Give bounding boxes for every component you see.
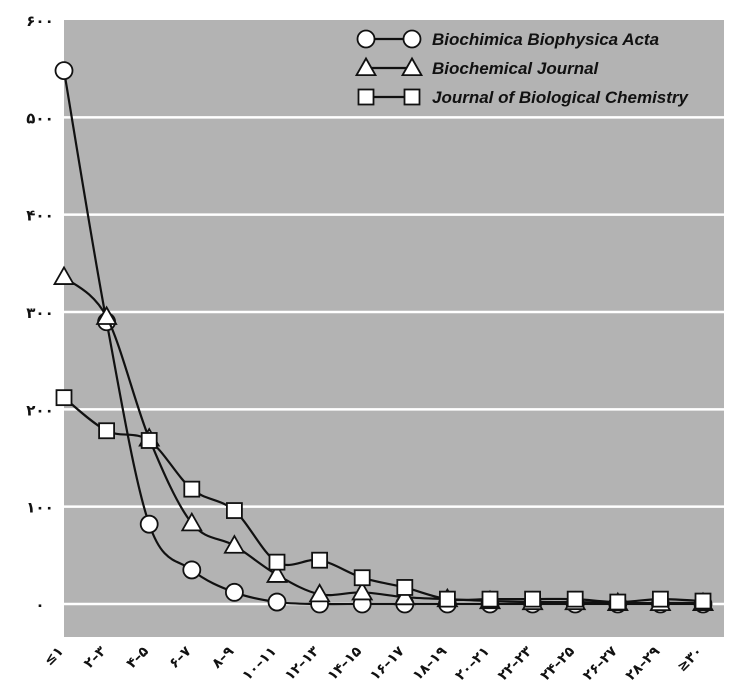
y-tick-label: ۵۰۰ [26,109,53,127]
x-tick-label: ۲۶–۲۷ [580,643,621,684]
series-line [63,396,704,604]
legend: Biochimica Biophysica Acta Biochemical Jo… [354,29,690,107]
data-point-square [652,590,669,608]
data-point-square [140,432,158,449]
legend-label: Journal of Biological Chemistry [432,88,690,107]
data-point-square [481,590,499,608]
data-point-circle [267,592,287,612]
data-point-square [311,551,329,569]
y-axis-ticks: ۰ ۱۰۰ ۲۰۰ ۳۰۰ ۴۰۰ ۵۰۰ ۶۰۰ [26,12,53,614]
data-point-square [225,502,243,519]
legend-marker-circle [402,29,422,49]
x-tick-label: ۲۲–۲۳ [495,643,536,684]
data-point-triangle [393,585,416,606]
data-point-square [609,593,627,611]
data-point-triangle [52,265,76,285]
y-tick-label: ۳۰۰ [26,304,53,322]
data-point-square [566,590,584,608]
data-point-triangle [351,581,374,601]
x-axis-ticks: ≤۱ ۲–۳ ۴–۵ ۶–۷ ۸–۹ ۱۰–۱۱ ۱۲–۱۳ ۱۴–۱۵ ۱۶–۱۷ ۱۸–۱۹ ۲… [41,643,706,684]
x-tick-label: ۱۶–۱۷ [367,643,408,684]
legend-marker-triangle [354,56,378,77]
x-tick-label: ۶–۷ [166,643,195,672]
data-point-triangle [308,582,331,603]
data-point-triangle [95,305,118,325]
legend-item: Journal of Biological Chemistry [357,88,690,107]
x-tick-label: ۱۰–۱۱ [239,644,279,684]
legend-marker-circle [356,29,376,49]
x-tick-label: ۲۴–۲۵ [538,643,579,684]
x-tick-label: ۴–۵ [124,643,153,672]
data-point-square [396,579,414,596]
legend-item: Biochemical Journal [354,56,600,78]
x-tick-label: ۸–۹ [209,643,238,672]
data-point-square [438,590,456,608]
data-point-circle [182,560,202,580]
data-point-circle [224,582,244,602]
x-tick-label: ≥۳۰ [674,644,706,676]
plot-background [64,20,724,637]
legend-marker-triangle [400,56,424,77]
legend-marker-square [357,88,375,106]
legend-marker-square [403,88,421,106]
series-layer [52,61,715,614]
data-point-square [353,569,371,587]
y-tick-label: ۲۰۰ [26,401,53,419]
x-tick-label: ۲۰–۲۱ [452,644,492,684]
x-tick-label: ≤۱ [41,644,67,670]
y-tick-label: ۰ [35,596,44,614]
data-point-triangle [265,563,289,583]
data-point-square [183,480,201,498]
y-tick-label: ۴۰۰ [26,207,53,225]
legend-label: Biochimica Biophysica Acta [432,30,659,49]
data-point-square [694,592,712,610]
series-square [55,389,712,611]
data-point-circle [54,61,74,81]
data-point-square [98,422,115,440]
data-point-square [524,590,541,608]
legend-item: Biochimica Biophysica Acta [356,29,659,49]
x-tick-label: ۱۲–۱۳ [282,643,323,684]
x-tick-label: ۱۴–۱۵ [325,643,366,684]
data-point-circle [139,514,159,534]
x-tick-label: ۲–۳ [81,643,110,672]
y-tick-label: ۶۰۰ [26,12,53,30]
data-point-triangle [180,511,203,532]
y-tick-label: ۱۰۰ [26,499,53,517]
data-point-triangle [223,534,246,554]
legend-label: Biochemical Journal [432,59,600,78]
x-tick-label: ۱۸–۱۹ [410,643,451,684]
data-point-square [268,553,286,571]
x-tick-label: ۲۸–۲۹ [623,643,664,684]
data-point-square [55,389,73,407]
